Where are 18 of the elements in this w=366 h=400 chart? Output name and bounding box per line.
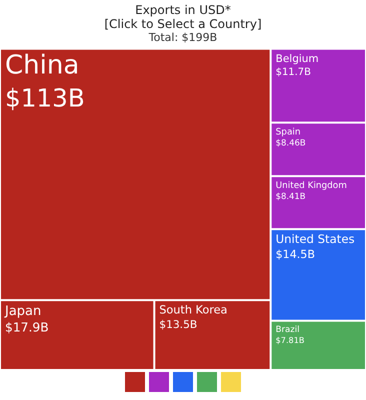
- data-label: $8.41B: [276, 191, 306, 202]
- category-label: China: [5, 50, 80, 81]
- text: Total: $199B: [148, 31, 218, 44]
- data-label: $17.9B: [5, 320, 49, 334]
- data-label: $7.81B: [276, 335, 304, 346]
- data-label: $11.7B: [276, 67, 312, 78]
- data-label: $13.5B: [159, 318, 198, 331]
- category-label: Brazil: [276, 325, 300, 336]
- category-label: Belgium: [276, 52, 319, 65]
- data-label: $8.46B: [276, 138, 306, 148]
- category-label: United States: [276, 232, 355, 246]
- category-label: South Korea: [159, 304, 228, 317]
- category-label: United Kingdom: [276, 180, 347, 191]
- data-label: $113B: [5, 83, 85, 112]
- data-label: $14.5B: [276, 248, 315, 261]
- category-label: Spain: [276, 127, 301, 138]
- text: Exports in USD* [Click to Select a Country]: [104, 3, 262, 31]
- category-label: Japan: [4, 304, 42, 320]
